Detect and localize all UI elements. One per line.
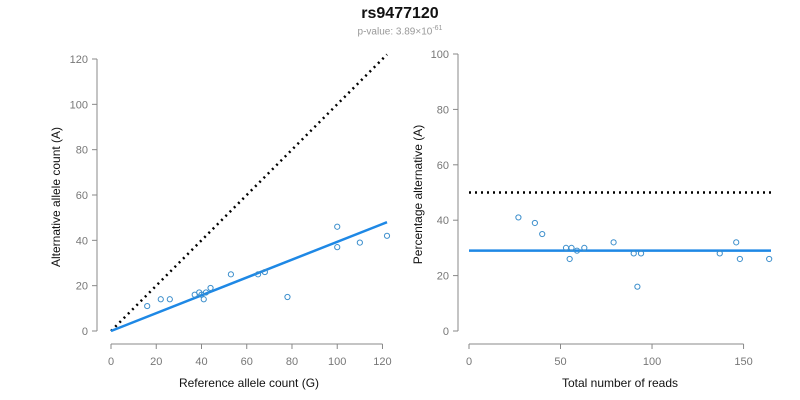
y-tick-label: 20: [437, 271, 449, 283]
y-tick-label: 100: [431, 49, 449, 61]
y-tick-label: 40: [437, 215, 449, 227]
x-tick-label: 80: [286, 356, 298, 368]
y-tick-label: 60: [76, 190, 88, 202]
data-point: [637, 250, 645, 257]
y-tick-label: 20: [76, 281, 88, 293]
data-point: [284, 293, 291, 301]
y-tick-label: 40: [76, 235, 88, 247]
reference-line: [110, 53, 388, 332]
chart-title: rs9477120: [361, 5, 439, 22]
data-point: [733, 239, 740, 246]
data-point: [610, 239, 617, 246]
y-tick-label: 80: [437, 104, 449, 116]
data-point: [539, 230, 546, 238]
x-tick-label: 0: [108, 356, 114, 368]
data-point: [200, 296, 207, 303]
y-tick-label: 120: [70, 54, 88, 66]
data-point: [566, 255, 573, 263]
data-point: [383, 232, 391, 239]
data-point: [573, 247, 581, 254]
y-tick-label: 80: [76, 145, 88, 157]
data-point: [334, 223, 341, 230]
x-axis-label: Reference allele count (G): [179, 376, 319, 390]
data-point: [356, 239, 363, 246]
data-point: [202, 289, 210, 296]
fit-line: [110, 221, 388, 333]
data-point: [227, 271, 235, 278]
data-point: [736, 255, 743, 263]
x-tick-label: 0: [466, 356, 472, 368]
x-tick-label: 120: [373, 356, 391, 368]
x-tick-label: 40: [195, 356, 207, 368]
data-point: [716, 250, 723, 257]
left-plot-panel: 0 20 40 60 80 100 120 0 20 40 60 80 100 120 Reference …: [49, 53, 392, 390]
x-tick-label: 50: [554, 356, 566, 368]
data-point: [261, 268, 268, 276]
data-point: [515, 214, 522, 221]
p-value-text: p-value: 3.89: [357, 26, 416, 38]
x-tick-label: 150: [734, 356, 752, 368]
y-axis-label: Percentage alternative (A): [411, 125, 425, 264]
data-point: [766, 255, 773, 263]
right-plot-panel: 0 50 100 150 0 20 40 60 80 100 Total number of rea…: [411, 49, 773, 390]
p-value-times: ×: [415, 26, 422, 38]
data-point: [630, 250, 637, 257]
y-tick-label: 60: [437, 160, 449, 172]
x-tick-label: 100: [328, 356, 346, 368]
y-tick-label: 100: [70, 99, 88, 111]
data-point: [568, 244, 575, 251]
y-tick-label: 0: [443, 326, 449, 338]
x-tick-label: 60: [241, 356, 253, 368]
chart-subtitle: p-value: 3.89×10-61: [0, 25, 800, 37]
y-tick-label: 0: [82, 326, 88, 338]
data-point: [166, 296, 173, 303]
data-point: [157, 296, 164, 303]
data-point: [581, 244, 588, 251]
p-value-base: 10: [421, 26, 433, 38]
p-value-exponent: -61: [432, 25, 443, 32]
data-point: [634, 283, 641, 290]
x-tick-label: 100: [643, 356, 661, 368]
data-point: [334, 244, 341, 251]
x-tick-label: 20: [150, 356, 162, 368]
data-point: [207, 284, 214, 292]
data-point: [144, 302, 151, 310]
data-point: [531, 219, 538, 227]
x-axis-label: Total number of reads: [562, 376, 678, 390]
data-point: [254, 271, 262, 278]
y-axis-label: Alternative allele count (A): [49, 127, 63, 267]
